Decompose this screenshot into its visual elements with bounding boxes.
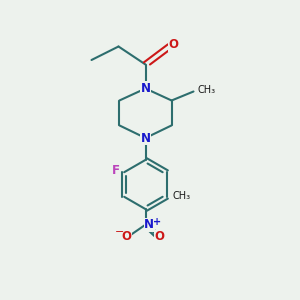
Text: CH₃: CH₃	[197, 85, 215, 95]
Text: N: N	[140, 131, 151, 145]
Text: N: N	[144, 218, 154, 231]
Text: O: O	[168, 38, 178, 52]
Text: O: O	[154, 230, 165, 243]
Text: CH₃: CH₃	[172, 191, 190, 201]
Text: −: −	[115, 227, 124, 237]
Text: O: O	[122, 230, 132, 243]
Text: N: N	[140, 82, 151, 95]
Text: +: +	[153, 217, 161, 227]
Text: F: F	[112, 164, 120, 177]
